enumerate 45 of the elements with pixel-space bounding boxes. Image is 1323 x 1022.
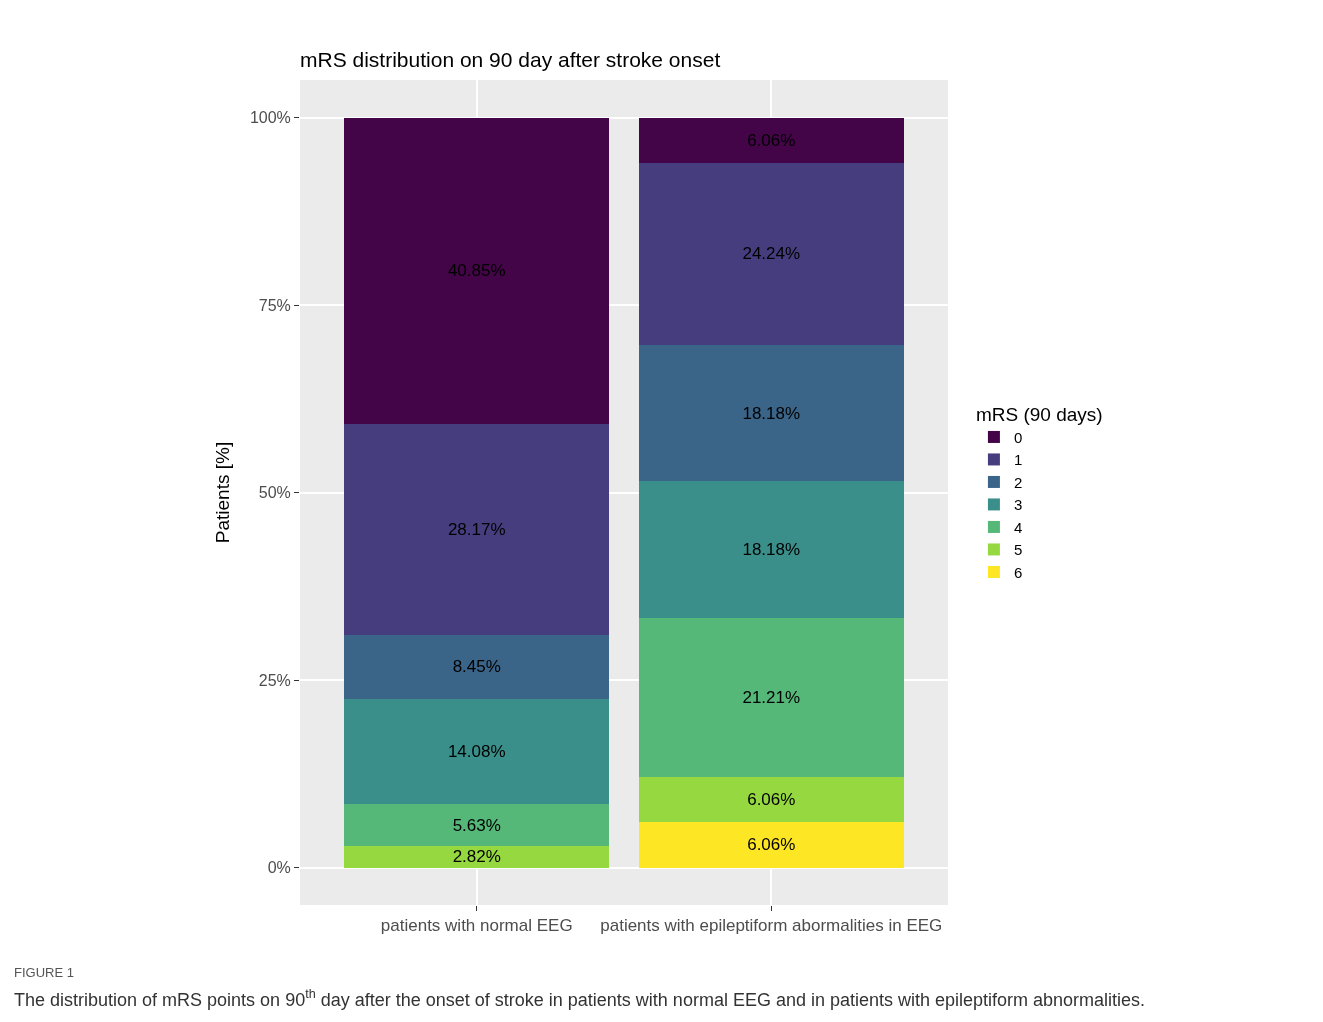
data-label: 24.24%	[742, 244, 801, 264]
y-tick-label: 50%	[258, 484, 291, 502]
data-label: 28.17%	[447, 520, 506, 540]
bar	[638, 617, 904, 777]
chart-title: mRS distribution on 90 day after stroke onset	[300, 48, 721, 72]
bar	[344, 804, 610, 847]
bar	[638, 822, 904, 868]
y-tick-label: 100%	[249, 109, 291, 127]
data-label: 18.18%	[742, 539, 801, 559]
data-label: 18.18%	[742, 403, 801, 423]
data-label: 6.06%	[747, 835, 796, 855]
y-axis-title: Patients [%]	[211, 441, 233, 544]
bar	[344, 117, 610, 424]
bar	[344, 423, 610, 636]
caption: FIGURE 1	[14, 965, 74, 980]
bar	[638, 481, 904, 618]
bar	[638, 117, 904, 164]
bar	[638, 776, 904, 823]
legend-label: 1	[1013, 451, 1023, 469]
data-label: 2.82%	[452, 847, 501, 867]
data-label: 21.21%	[742, 687, 801, 707]
data-label: 40.85%	[447, 261, 506, 281]
legend-label: 5	[1013, 541, 1023, 559]
data-label: 6.06%	[747, 130, 796, 150]
data-label: 6.06%	[747, 789, 796, 809]
x-tick-label: patients with epileptiform abormalities in EEG	[600, 916, 943, 936]
text: The distribution of mRS points on 90$^{th}$ day after the onset of stroke in patients with normal EEG and in patients with epileptiform abnormalities.	[14, 987, 1146, 1010]
legend-label: 6	[1013, 563, 1023, 581]
data-label: 8.45%	[452, 657, 501, 677]
legend-label: 2	[1013, 473, 1023, 491]
bar	[344, 846, 610, 868]
x-tick-label: patients with normal EEG	[380, 916, 573, 936]
legend-title: mRS (90 days)	[975, 403, 1103, 425]
bar	[638, 344, 904, 482]
legend-label: 0	[1013, 428, 1023, 446]
bar	[344, 698, 610, 805]
y-tick-label: 0%	[267, 859, 291, 877]
data-label: 5.63%	[452, 815, 501, 835]
data-label: 14.08%	[447, 741, 506, 761]
legend-label: 4	[1013, 518, 1023, 536]
y-tick-label: 25%	[258, 671, 291, 689]
legend-label: 3	[1013, 496, 1023, 514]
bar	[344, 635, 610, 699]
y-tick-label: 75%	[258, 296, 291, 314]
bar	[638, 163, 904, 345]
